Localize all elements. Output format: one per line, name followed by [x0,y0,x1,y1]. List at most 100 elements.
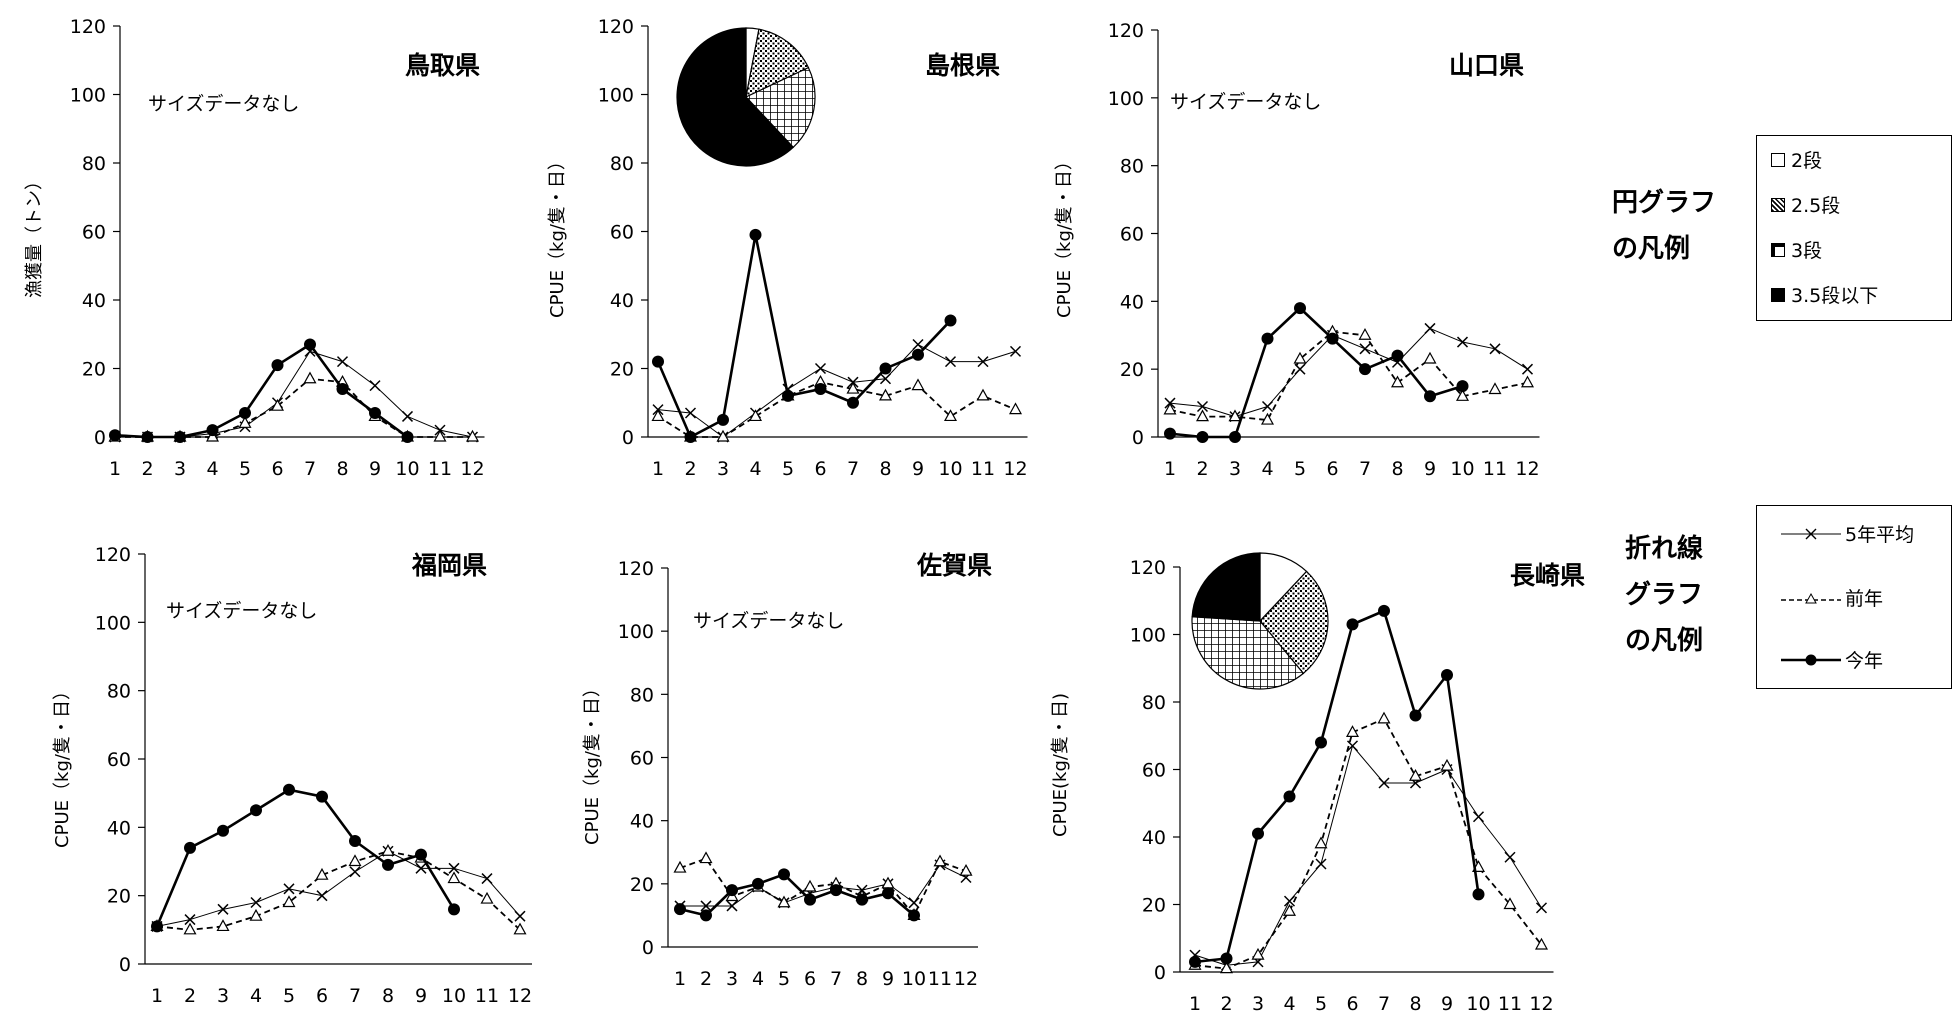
x-marker [250,896,262,909]
x-tick-label: 9 [1424,458,1436,480]
circle-marker [316,790,328,803]
x-tick-label: 7 [1359,458,1371,480]
y-axis-label: CPUE（kg/隻・日） [1054,152,1075,318]
x-tick-label: 6 [1346,993,1358,1014]
grid-swatch-icon [1771,242,1785,257]
y-tick-label: 0 [1154,962,1166,984]
y-tick-label: 100 [70,85,106,107]
x-marker [481,873,493,885]
circle-marker [1391,349,1404,362]
circle-marker [382,858,394,871]
x-tick-label: 3 [726,968,738,990]
circle-marker [778,868,790,881]
triangle-marker [1423,351,1437,364]
y-axis-label: CPUE（kg/隻・日） [582,679,603,845]
triangle-marker [480,891,494,904]
pie-legend-title: 円グラフ の凡例 [1612,180,1716,272]
x-tick-label: 4 [749,458,761,480]
circle-marker [1220,952,1233,965]
x-tick-label: 7 [304,458,316,480]
y-tick-label: 0 [119,954,131,976]
triangle-marker [216,919,230,932]
series-this-year [674,868,920,922]
series-line [1169,306,1463,439]
triangle-marker [1503,897,1517,910]
x-tick-label: 7 [830,968,842,990]
triangle-marker [1163,402,1177,415]
circle-marker [369,407,381,420]
circle-marker [1164,427,1176,440]
triangle-marker [1534,937,1549,950]
x-tick-label: 2 [141,458,153,480]
x-tick-label: 6 [316,985,328,1007]
x-tick-label: 2 [1196,458,1208,480]
series-line [155,788,456,927]
pie-legend-label: 3.5段以下 [1791,285,1879,307]
no-size-data-note: サイズデータなし [148,93,299,115]
triangle-marker [1408,769,1423,781]
circle-marker [1294,302,1306,315]
triangle-marker [238,416,252,428]
x-tick-label: 12 [508,985,532,1007]
y-tick-label: 0 [622,427,634,449]
circle-marker [1472,888,1485,901]
y-tick-label: 0 [94,427,106,449]
x-marker [1261,400,1274,413]
x-marker [401,410,414,422]
line-legend-title-line-1: 折れ線 [1625,534,1704,564]
line-legend-label: 5年平均 [1845,524,1915,546]
y-tick-label: 20 [107,886,131,908]
triangle-marker [803,879,817,892]
x-marker [184,914,196,926]
x-tick-label: 10 [442,985,466,1007]
triangle-marker [777,895,791,908]
x-tick-label: 1 [109,458,121,480]
y-tick-label: 60 [1142,760,1166,782]
y-tick-label: 120 [618,558,654,580]
circle-marker [847,396,859,409]
triangle-marker [348,854,362,867]
y-tick-label: 40 [630,811,654,833]
triangle-marker [1195,409,1210,422]
circle-marker [174,431,186,443]
bold-circle-line-icon [1781,654,1841,665]
series-this-year [1164,302,1469,443]
line-legend-title: 折れ線 グラフ の凡例 [1625,526,1703,664]
x-tick-label: 4 [1261,458,1273,480]
triangle-marker [447,871,461,884]
circle-marker [882,887,894,900]
y-tick-label: 60 [1120,224,1144,246]
triangle-marker [716,429,730,442]
triangle-marker [1228,409,1242,422]
pie-legend-title-line-1: 円グラフ [1612,188,1717,218]
x-marker [514,910,526,922]
x-marker [1489,343,1501,355]
x-marker [1535,902,1548,914]
x-marker [912,338,924,351]
x-tick-label: 10 [395,458,419,480]
circle-marker [856,893,868,906]
circle-marker [879,362,892,375]
circle-marker [908,909,920,922]
y-tick-label: 40 [82,290,106,312]
triangle-marker [381,844,395,856]
y-tick-label: 120 [95,544,131,566]
line-legend-box: 5年平均 前年 今年 [1756,505,1952,689]
series-previous-year [1163,324,1535,425]
triangle-marker [513,922,527,935]
x-tick-label: 10 [902,968,926,990]
pie-legend-label: 3段 [1791,240,1823,262]
circle-marker [1359,363,1371,376]
x-tick-label: 6 [271,458,283,480]
x-tick-label: 11 [971,458,995,480]
y-tick-label: 120 [598,16,634,38]
pie-slice [1191,552,1261,622]
y-tick-label: 120 [1108,20,1144,42]
series-this-year [652,228,957,443]
x-tick-label: 7 [847,458,859,480]
pie-legend-label: 2段 [1791,150,1823,172]
line-legend-title-line-2: グラフ [1625,580,1704,610]
pie-legend-box: 2段 2.5段 3段 3.5段以下 [1756,135,1952,321]
